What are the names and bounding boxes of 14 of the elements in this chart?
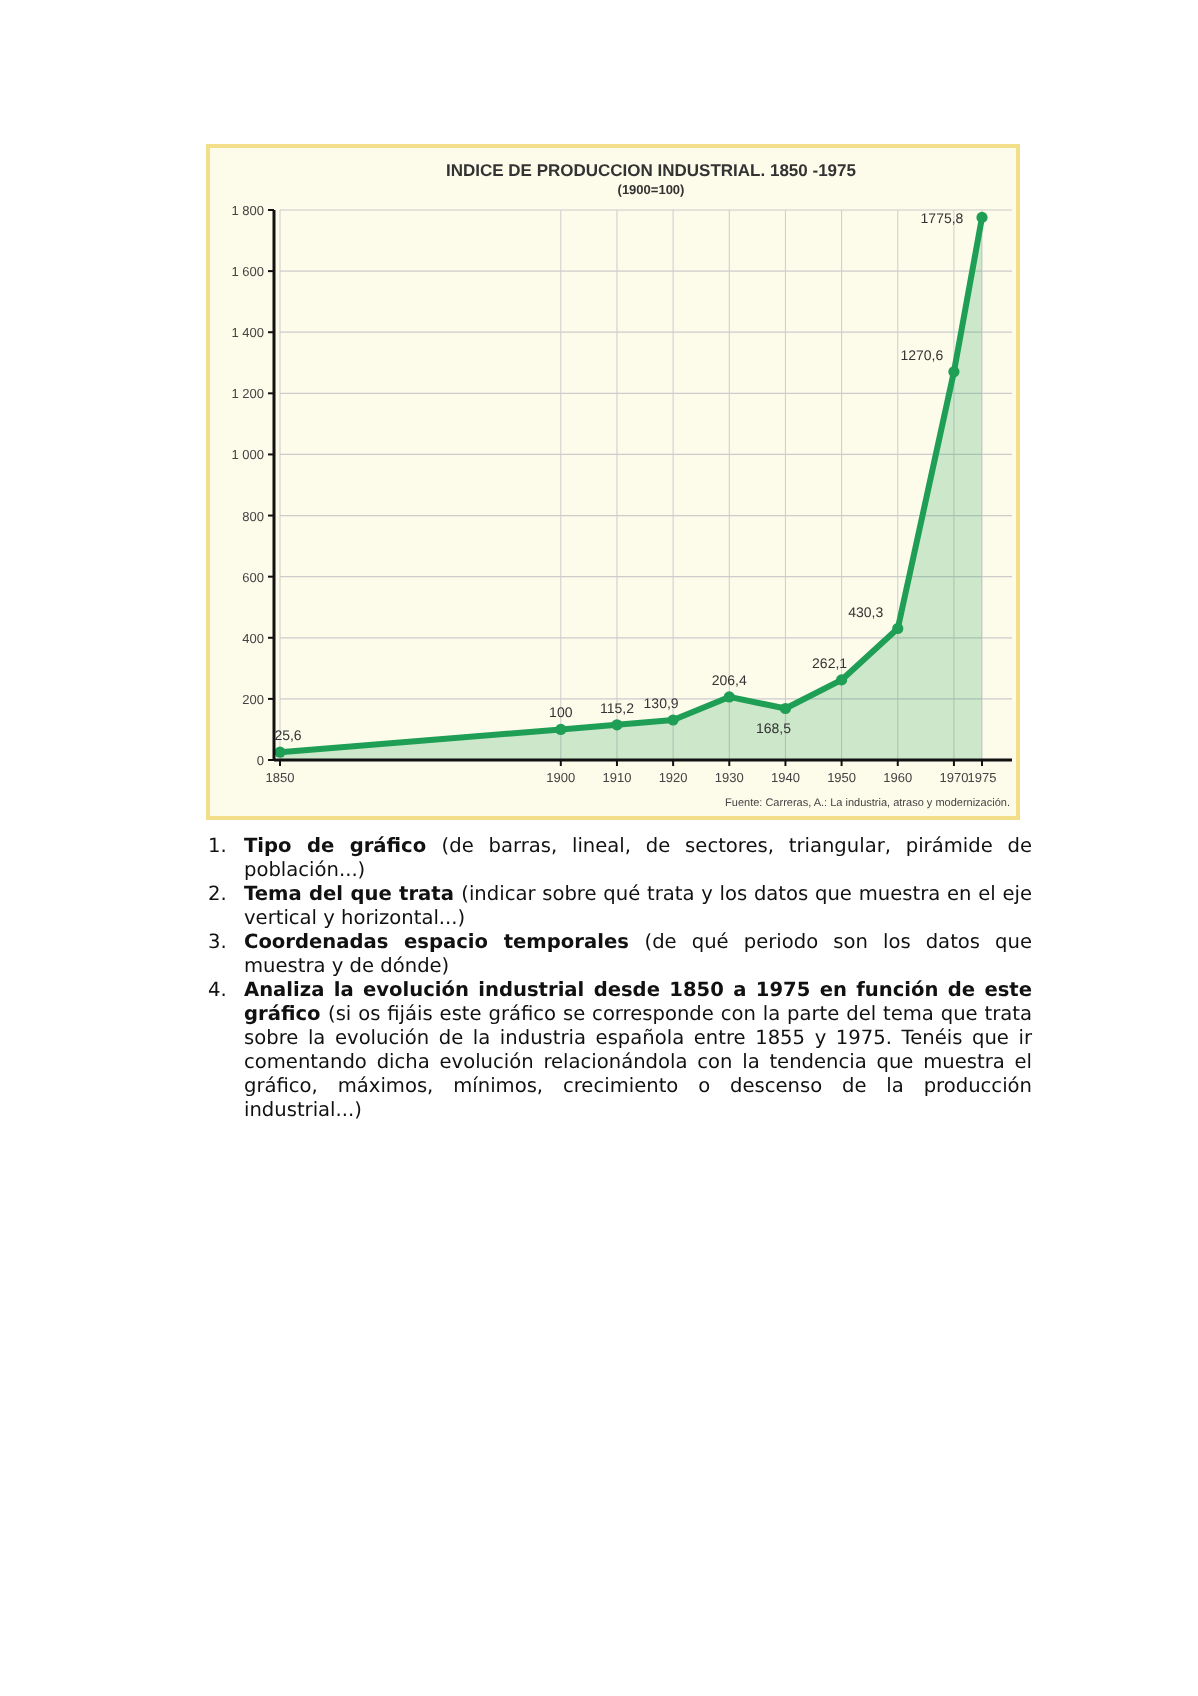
text: 1. Tipo de gráfico (de barras, lineal, de sectores, triangular, pirámide de población...) [208, 836, 1032, 882]
point [948, 366, 960, 378]
point [667, 714, 679, 726]
point [892, 622, 904, 635]
point [611, 719, 623, 731]
chart-title: INDICE DE PRODUCCION INDUSTRIAL. 1850 -1975 [446, 160, 857, 180]
text: 3. Coordenadas espacio temporales (de qué periodo son los datos que muestra y de dónde) [208, 932, 1033, 978]
point [723, 691, 735, 703]
point [779, 702, 792, 715]
point [976, 211, 988, 223]
point [555, 723, 567, 736]
point [836, 674, 848, 686]
text: 2. Tema del que trata (indicar sobre qué trata y los datos que muestra en el eje vertical y horizontal...) [208, 884, 1032, 932]
text: 4. Analiza la evolución industrial desde 1850 a 1975 en función de este gráfico (si os fijáis este gráfico se corresponde con la parte del tema que trata sobre la evolución de la industria española entre 1855 y 1975. Tenéis que ir comentando dicha evolución relacionándola con la tendencia que muestra el gráfico, máximos, mínimos, crecimiento o descenso de la producción industrial...) [208, 980, 1032, 1124]
